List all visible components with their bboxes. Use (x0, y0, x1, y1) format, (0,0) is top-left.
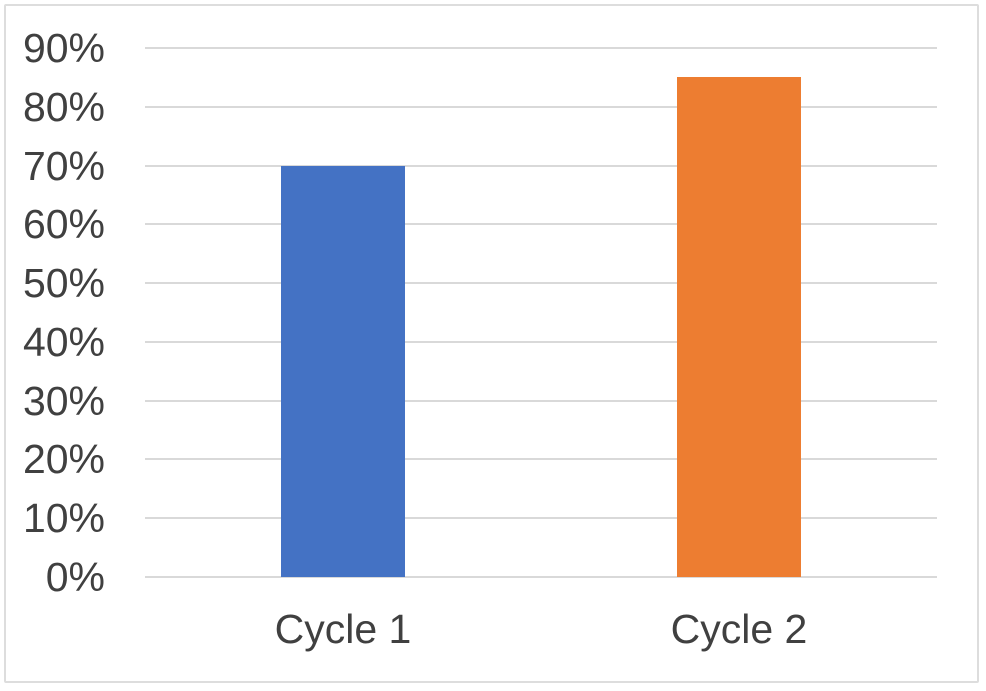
gridline (145, 517, 937, 520)
gridline (145, 458, 937, 461)
bar-cycle-1 (281, 165, 405, 577)
gridline (145, 164, 937, 167)
gridline (145, 105, 937, 108)
bar-cycle-2 (677, 77, 801, 577)
x-axis-category-label: Cycle 1 (274, 606, 412, 652)
gridline (145, 223, 937, 226)
y-axis-tick-label: 60% (22, 201, 105, 248)
y-axis-tick-label: 0% (45, 554, 105, 600)
y-axis-tick-label: 30% (22, 377, 105, 424)
x-axis-line (145, 576, 937, 578)
y-axis-tick-label: 10% (22, 495, 105, 542)
y-axis-tick-label: 40% (22, 318, 105, 365)
x-axis-category-label: Cycle 2 (670, 606, 808, 652)
gridline (145, 340, 937, 343)
gridline (145, 399, 937, 402)
y-axis-tick-label: 90% (22, 25, 105, 71)
y-axis-tick-label: 70% (22, 142, 105, 189)
gridline (145, 47, 937, 49)
gridline (145, 282, 937, 285)
y-axis-tick-label: 50% (22, 260, 105, 307)
y-axis-tick-label: 20% (22, 436, 105, 483)
y-axis-tick-label: 80% (22, 83, 105, 130)
